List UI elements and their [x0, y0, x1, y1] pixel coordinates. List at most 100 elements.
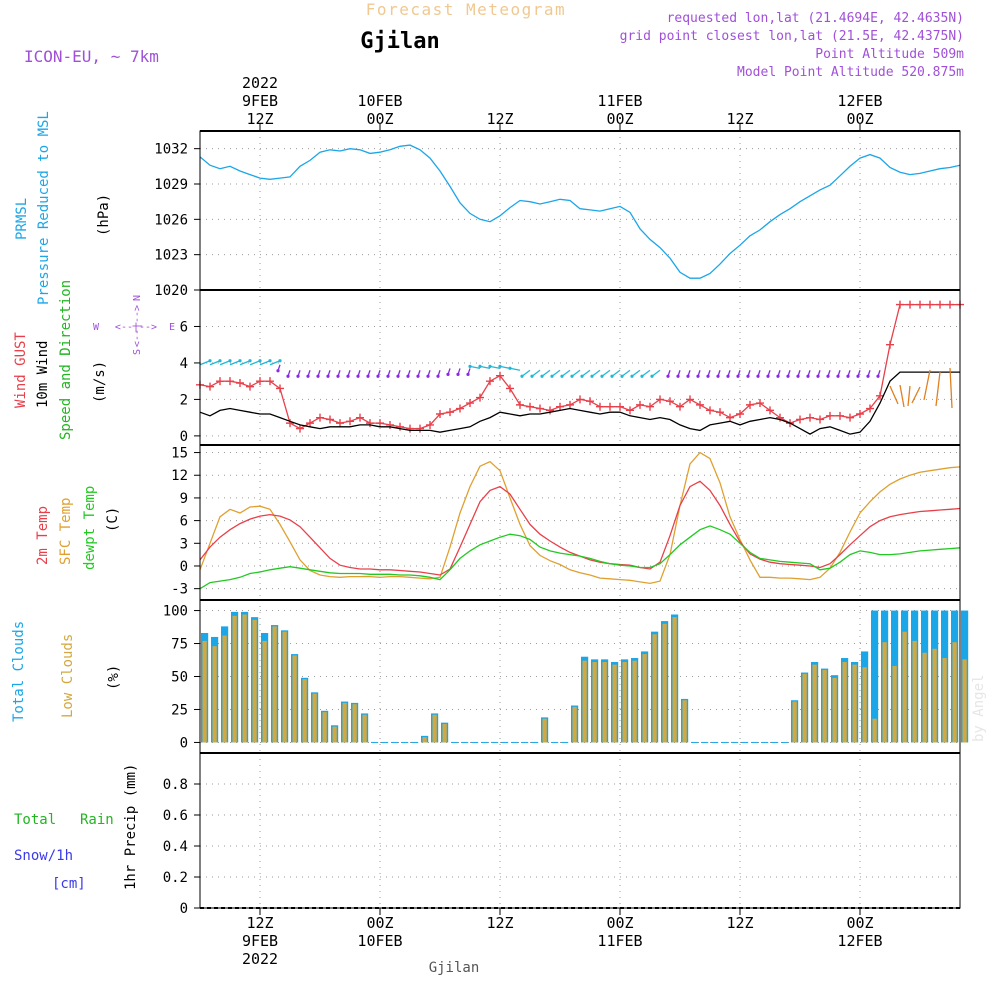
wind-direction-arrow [469, 365, 481, 370]
low-cloud-bar [642, 654, 647, 743]
x-tick-label-bottom: 12Z [246, 914, 273, 932]
compass-arrow-ns: <--|--> [132, 305, 143, 347]
x-tick-label-top: 12FEB [837, 92, 882, 110]
gust-marker [616, 402, 624, 411]
y-tick-label: 0.2 [163, 870, 188, 886]
cloud-side-labels: Total Clouds Low Clouds (%) [11, 621, 122, 722]
low-cloud-bar [662, 623, 667, 743]
title-top: Forecast Meteogram [366, 0, 566, 19]
gust-marker [406, 424, 414, 433]
low-cloud-bar [262, 640, 267, 743]
y-tick-label: 3 [180, 536, 188, 552]
compass-n: N [132, 295, 143, 301]
low-clouds-label: Low Clouds [60, 634, 76, 718]
low-cloud-bar [232, 615, 237, 743]
y-tick-label: -3 [171, 582, 188, 598]
y-tick-label: 0.4 [163, 839, 188, 855]
y-tick-label: 6 [180, 319, 188, 335]
low-cloud-bar [302, 679, 307, 743]
low-cloud-bar [832, 677, 837, 743]
gust-marker [866, 404, 874, 413]
gust-marker [216, 377, 224, 386]
x-tick-label-top: 00Z [846, 110, 873, 128]
wind-direction-arrowhead [248, 359, 252, 363]
gust-marker [596, 402, 604, 411]
location-title: Gjilan [360, 29, 439, 54]
gust-marker [446, 408, 454, 417]
ms-label: (m/s) [92, 361, 108, 403]
gust-marker [326, 415, 334, 424]
wind-direction-arrowhead [560, 374, 564, 378]
low-cloud-bar [582, 660, 587, 743]
y-tick-label: 25 [171, 702, 188, 718]
gust-marker [736, 410, 744, 418]
wind-direction-arrow [541, 369, 551, 377]
wind-direction-arrow [601, 369, 611, 377]
gust-marker [776, 413, 784, 422]
x-tick-label-bottom: 11FEB [597, 932, 642, 950]
gust-marker [296, 424, 304, 433]
wind-direction-arrow [911, 386, 921, 404]
wind-direction-arrow [561, 369, 571, 377]
wind-direction-arrowhead [396, 374, 400, 378]
model-label: ICON-EU, ~ 7km [24, 47, 159, 66]
x-tick-label-bottom: 2022 [242, 950, 278, 968]
wind-direction-arrowhead [866, 374, 870, 378]
y-tick-label: 0 [180, 901, 188, 917]
x-tick-label-bottom: 00Z [606, 914, 633, 932]
wind-direction-arrowhead [640, 374, 644, 378]
wind-direction-arrow [209, 360, 221, 366]
low-cloud-bar [542, 718, 547, 743]
dewpt-line [199, 525, 961, 590]
wind-direction-arrow [259, 360, 271, 366]
gust-marker [566, 400, 574, 409]
prmsl-label: PRMSL [14, 198, 30, 240]
wind-direction-arrowhead [610, 374, 614, 378]
point-altitude: Point Altitude 509m [815, 47, 964, 62]
gust-marker [766, 406, 774, 415]
gust-marker [276, 384, 284, 393]
x-tick-label-bottom: 9FEB [242, 932, 278, 950]
wind-direction-arrowhead [356, 374, 360, 378]
low-cloud-bar [922, 652, 927, 743]
y-tick-label: 0 [180, 735, 188, 751]
gust-marker [746, 400, 754, 409]
gust-marker [646, 402, 654, 411]
wind-direction-arrowhead [686, 374, 690, 378]
wind-direction-arrowhead [326, 374, 330, 378]
low-cloud-bar [292, 655, 297, 743]
y-tick-label: 75 [171, 637, 188, 653]
gust-marker [466, 399, 474, 408]
y-tick-label: 6 [180, 514, 188, 530]
x-tick-label-bottom: 12Z [726, 914, 753, 932]
y-tick-label: 0.6 [163, 808, 188, 824]
wind-direction-arrowhead [306, 374, 310, 378]
hpa-label: (hPa) [96, 194, 112, 236]
gust-marker [356, 413, 364, 422]
gust-marker [526, 402, 534, 411]
gust-marker [926, 300, 934, 309]
gust-marker [806, 413, 814, 422]
wind-direction-arrowhead [876, 374, 880, 378]
wind-direction-arrowhead [726, 374, 730, 378]
wind-direction-arrowhead [346, 374, 350, 378]
dir-label: Speed and Direction [58, 280, 74, 440]
y-tick-label: 0 [180, 559, 188, 575]
gust-marker [306, 419, 314, 428]
model-altitude: Model Point Altitude 520.875m [737, 65, 964, 80]
wind-direction-arrow [907, 385, 911, 407]
low-cloud-bar [572, 706, 577, 743]
gust-marker [316, 413, 324, 422]
gust-label: Wind GUST [13, 332, 29, 408]
low-cloud-bar [332, 726, 337, 743]
wind-direction-arrowhead [696, 374, 700, 378]
compass-s: S [132, 349, 143, 355]
y-tick-label: 50 [171, 670, 188, 686]
wind-direction-arrow [591, 369, 601, 377]
wind-direction-arrowhead [580, 374, 584, 378]
wind-direction-arrowhead [650, 374, 654, 378]
gust-marker [456, 404, 464, 413]
wind-direction-arrowhead [228, 359, 232, 363]
low-cloud-bar [892, 665, 897, 743]
wind-direction-arrowhead [488, 364, 492, 369]
